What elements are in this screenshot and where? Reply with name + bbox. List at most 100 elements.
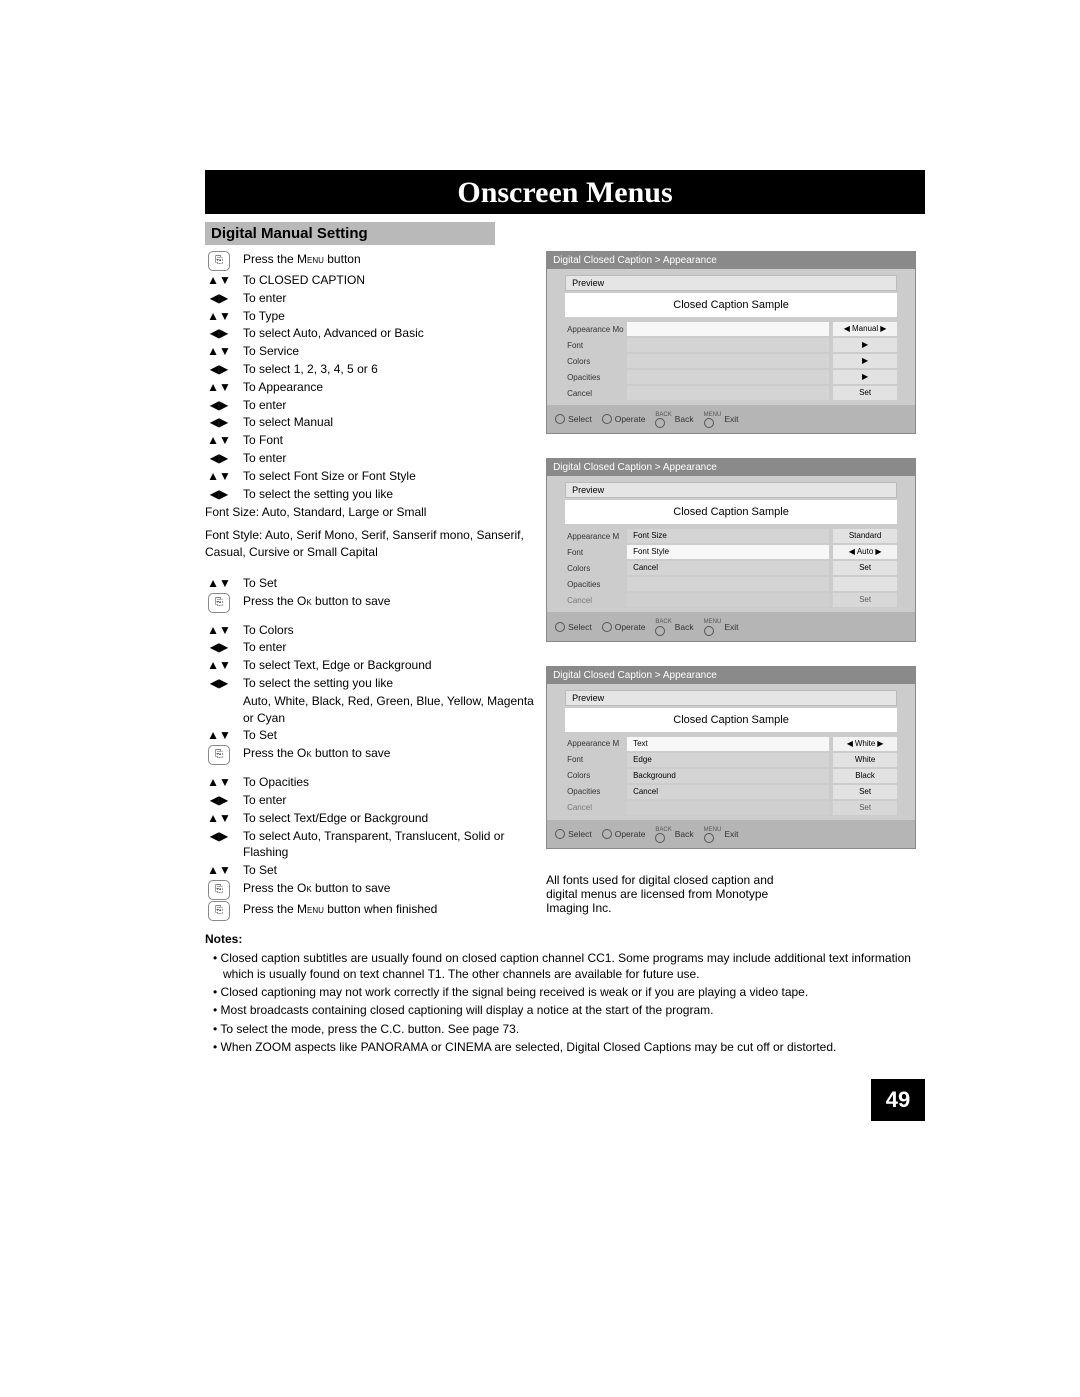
up-down-icon: ▲▼ <box>207 623 231 637</box>
step-text: Press the Ok button to save <box>243 745 534 762</box>
instructions-column: ⎘Press the Menu button▲▼To CLOSED CAPTIO… <box>205 251 534 922</box>
left-right-icon: ◀▶ <box>210 398 228 412</box>
osd-row: CancelSet <box>565 800 897 816</box>
osd-row: Opacities▶ <box>565 369 897 385</box>
osd-row: Opacities <box>565 576 897 592</box>
up-down-icon: ▲▼ <box>207 309 231 323</box>
press-button-icon: ⎘ <box>208 745 230 765</box>
step-text: To select Auto, Transparent, Translucent… <box>243 828 534 862</box>
up-down-icon: ▲▼ <box>207 811 231 825</box>
step-text: To select Font Size or Font Style <box>243 468 534 485</box>
step-text: To enter <box>243 639 534 656</box>
step-text: To Colors <box>243 622 534 639</box>
osd-breadcrumb: Digital Closed Caption > Appearance <box>547 459 915 476</box>
note-item: Closed caption subtitles are usually fou… <box>213 950 925 982</box>
up-down-icon: ▲▼ <box>207 469 231 483</box>
up-down-icon: ▲▼ <box>207 576 231 590</box>
step-text: To select Text, Edge or Background <box>243 657 534 674</box>
step-text: To Set <box>243 575 534 592</box>
press-button-icon: ⎘ <box>208 880 230 900</box>
instruction-step: ◀▶ To enter <box>205 397 534 414</box>
step-text: To select the setting you like <box>243 675 534 692</box>
step-text: To Set <box>243 862 534 879</box>
step-text: To select Auto, Advanced or Basic <box>243 325 534 342</box>
osd-row: Font▶ <box>565 337 897 353</box>
osd-row: CancelSet <box>565 385 897 401</box>
osd-screenshot: Digital Closed Caption > Appearance Previ… <box>546 458 916 641</box>
up-down-icon: ▲▼ <box>207 863 231 877</box>
step-text: To Type <box>243 308 534 325</box>
osd-sample: Closed Caption Sample <box>565 293 897 317</box>
osd-row: Appearance MFont SizeStandard <box>565 528 897 544</box>
instruction-step: ▲▼ To Set <box>205 862 534 879</box>
screenshots-column: Digital Closed Caption > Appearance Previ… <box>546 251 925 922</box>
instruction-step: ◀▶ To select Auto, Advanced or Basic <box>205 325 534 342</box>
page-number: 49 <box>871 1079 925 1121</box>
osd-row: Appearance MText◀White▶ <box>565 736 897 752</box>
left-right-icon: ◀▶ <box>210 676 228 690</box>
osd-breadcrumb: Digital Closed Caption > Appearance <box>547 667 915 684</box>
up-down-icon: ▲▼ <box>207 433 231 447</box>
osd-row: Appearance Mo◀Manual▶ <box>565 321 897 337</box>
note-item: Most broadcasts containing closed captio… <box>213 1002 925 1018</box>
osd-footer: SelectOperateBACKBackMENUExit <box>547 820 915 848</box>
osd-preview-label: Preview <box>565 482 897 498</box>
instruction-step: ◀▶To enter <box>205 290 534 307</box>
monotype-note: All fonts used for digital closed captio… <box>546 873 806 915</box>
osd-sample: Closed Caption Sample <box>565 500 897 524</box>
instruction-step: ◀▶To select Manual <box>205 414 534 431</box>
osd-row: CancelSet <box>565 592 897 608</box>
notes-list: Closed caption subtitles are usually fou… <box>205 950 925 1055</box>
osd-row: FontFont Style◀Auto▶ <box>565 544 897 560</box>
osd-row: Colors▶ <box>565 353 897 369</box>
press-button-icon: ⎘ <box>208 593 230 613</box>
left-right-icon: ◀▶ <box>210 640 228 654</box>
step-text: Press the Menu button <box>243 251 534 268</box>
instruction-step: ▲▼ To Set <box>205 727 534 744</box>
manual-page: Onscreen Menus Digital Manual Setting ⎘P… <box>205 170 925 1057</box>
step-text: Press the Ok button to save <box>243 593 534 610</box>
instruction-step: ⎘ Press the Ok button to save <box>205 880 534 900</box>
left-right-icon: ◀▶ <box>210 326 228 340</box>
instruction-step: ▲▼ To Opacities <box>205 774 534 791</box>
instruction-step: ⎘ Press the Ok button to save <box>205 745 534 765</box>
osd-footer: SelectOperateBACKBackMENUExit <box>547 405 915 433</box>
step-text: Press the Ok button to save <box>243 880 534 897</box>
osd-footer: SelectOperateBACKBackMENUExit <box>547 612 915 640</box>
osd-row: ColorsBackgroundBlack <box>565 768 897 784</box>
left-right-icon: ◀▶ <box>210 793 228 807</box>
osd-screenshot: Digital Closed Caption > Appearance Previ… <box>546 251 916 434</box>
instruction-step: ◀▶To select 1, 2, 3, 4, 5 or 6 <box>205 361 534 378</box>
left-right-icon: ◀▶ <box>210 487 228 501</box>
instruction-step: ▲▼To Service <box>205 343 534 360</box>
press-button-icon: ⎘ <box>208 901 230 921</box>
osd-breadcrumb: Digital Closed Caption > Appearance <box>547 252 915 269</box>
step-text: To select the setting you like <box>243 486 534 503</box>
instruction-step: ◀▶To enter <box>205 450 534 467</box>
section-title: Digital Manual Setting <box>205 222 495 245</box>
up-down-icon: ▲▼ <box>207 658 231 672</box>
instruction-step: Auto, White, Black, Red, Green, Blue, Ye… <box>205 693 534 727</box>
left-right-icon: ◀▶ <box>210 451 228 465</box>
instruction-step: ▲▼To select Text/Edge or Background <box>205 810 534 827</box>
up-down-icon: ▲▼ <box>207 775 231 789</box>
up-down-icon: ▲▼ <box>207 728 231 742</box>
step-text: To Font <box>243 432 534 449</box>
step-text: To Opacities <box>243 774 534 791</box>
up-down-icon: ▲▼ <box>207 380 231 394</box>
osd-preview-label: Preview <box>565 690 897 706</box>
step-text: To enter <box>243 397 534 414</box>
osd-preview-label: Preview <box>565 275 897 291</box>
left-right-icon: ◀▶ <box>210 829 228 843</box>
step-text: To enter <box>243 792 534 809</box>
instruction-step: ◀▶ To select Auto, Transparent, Transluce… <box>205 828 534 862</box>
step-text: To Set <box>243 727 534 744</box>
instruction-step: ⎘ Press the Ok button to save <box>205 593 534 613</box>
step-text: To Appearance <box>243 379 534 396</box>
notes-heading: Notes: <box>205 932 925 946</box>
page-banner: Onscreen Menus <box>205 170 925 214</box>
osd-row: FontEdgeWhite <box>565 752 897 768</box>
instruction-step: ◀▶ To select the setting you like <box>205 486 534 503</box>
instruction-step: ⎘Press the Menu button when finished <box>205 901 534 921</box>
instruction-step: ▲▼ To Set <box>205 575 534 592</box>
